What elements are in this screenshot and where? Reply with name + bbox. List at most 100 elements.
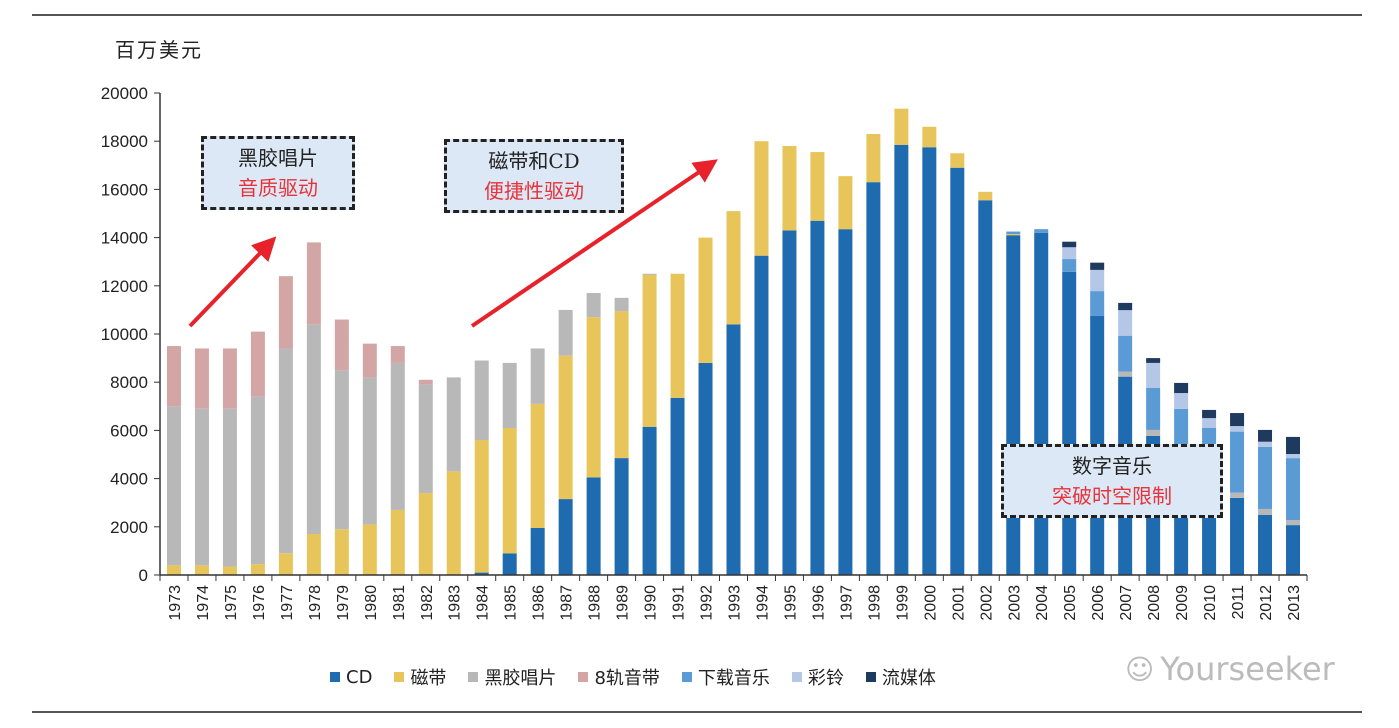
legend-swatch	[681, 672, 692, 682]
bar-segment	[1146, 362, 1161, 388]
legend-item: 彩铃	[791, 664, 844, 690]
bar-segment	[642, 274, 657, 427]
y-tick-label: 0	[139, 566, 148, 585]
x-tick-label: 1983	[447, 585, 464, 621]
legend-item: 8轨音带	[578, 664, 660, 690]
bar-segment	[558, 355, 573, 500]
x-tick-label: 1984	[475, 585, 492, 621]
x-tick-label: 2011	[1230, 585, 1247, 620]
bar-segment	[1006, 231, 1021, 234]
bar-segment	[1090, 269, 1105, 292]
bar-segment	[1230, 492, 1245, 498]
trend-arrow	[470, 159, 718, 328]
x-tick-label: 1996	[810, 585, 827, 621]
x-tick-label: 1980	[363, 585, 380, 621]
x-tick-label: 1991	[671, 585, 688, 621]
bar-segment	[754, 141, 769, 256]
legend-swatch	[865, 672, 876, 682]
bar-segment	[390, 362, 405, 510]
legend-label: CD	[346, 666, 373, 688]
bar-segment	[502, 427, 517, 554]
bar-segment	[278, 348, 293, 554]
y-tick-label: 10000	[101, 325, 148, 344]
bar-segment	[1230, 497, 1245, 575]
x-tick-label: 2002	[978, 585, 995, 621]
bar-segment	[362, 343, 377, 378]
bar-segment	[586, 317, 601, 478]
annotation-subtitle: 便捷性驱动	[484, 179, 584, 203]
bar-segment	[194, 348, 209, 409]
bar-segment	[1258, 508, 1273, 515]
bar-segment	[250, 564, 265, 575]
bar-segment	[838, 176, 853, 230]
x-tick-label: 1987	[559, 585, 576, 621]
bar-segment	[1062, 271, 1077, 575]
bar-segment	[586, 477, 601, 575]
annotation-cassette-cd: 磁带和CD 便捷性驱动	[444, 139, 624, 213]
bar-segment	[390, 509, 405, 575]
wechat-icon: ☺	[1125, 652, 1155, 686]
watermark: ☺ Yourseeker	[1125, 650, 1335, 688]
bar-segment	[1118, 310, 1133, 336]
x-tick-label: 2007	[1118, 585, 1135, 621]
y-tick-label: 6000	[110, 421, 148, 440]
bar-segment	[698, 362, 713, 575]
y-tick-label: 2000	[110, 518, 148, 537]
x-tick-label: 1975	[223, 585, 240, 621]
bar-segment	[166, 565, 181, 575]
bar-segment	[1258, 514, 1273, 575]
bar-segment	[670, 397, 685, 575]
x-tick-label: 1979	[335, 585, 352, 621]
annotation-title: 数字音乐	[1072, 454, 1152, 478]
x-tick-label: 2003	[1006, 585, 1023, 621]
bar-segment	[1118, 335, 1133, 372]
x-tick-label: 1988	[587, 585, 604, 621]
bar-segment	[1006, 233, 1021, 236]
bar-segment	[810, 220, 825, 576]
y-unit-label: 百万美元	[115, 38, 203, 62]
bar-segment	[446, 471, 461, 575]
annotation-subtitle: 突破时空限制	[1052, 484, 1172, 508]
bar-segment	[1286, 454, 1301, 459]
legend-item: CD	[330, 667, 372, 688]
legend-label: 流媒体	[881, 668, 936, 689]
x-tick-label: 1978	[307, 585, 324, 621]
x-tick-label: 1982	[419, 585, 436, 621]
bar-segment	[866, 133, 881, 183]
bar-segment	[166, 406, 181, 566]
bar-segment	[1286, 436, 1301, 455]
legend-label: 下载音乐	[697, 668, 770, 689]
bar-segment	[922, 147, 937, 575]
y-tick-label: 20000	[101, 84, 148, 103]
x-tick-label: 1995	[782, 585, 799, 621]
legend-swatch	[394, 672, 405, 682]
bar-segment	[194, 565, 209, 575]
bar-segment	[222, 348, 237, 409]
legend-item: 下载音乐	[681, 664, 770, 690]
bar-segment	[558, 309, 573, 356]
bar-segment	[726, 324, 741, 575]
bar-segment	[754, 255, 769, 576]
bar-segment	[1062, 241, 1077, 248]
bar-segment	[922, 126, 937, 148]
bar-segment	[502, 553, 517, 575]
bar-segment	[474, 572, 489, 575]
bar-segment	[222, 566, 237, 575]
bar-segment	[334, 370, 349, 530]
legend: CD 磁带 黑胶唱片 8轨音带 下载音乐 彩铃 流媒体	[330, 664, 936, 690]
annotation-title: 磁带和CD	[488, 149, 580, 173]
legend-label: 彩铃	[807, 668, 844, 689]
bar-segment	[1062, 247, 1077, 260]
x-tick-label: 2010	[1202, 585, 1219, 621]
bar-segment	[1146, 429, 1161, 436]
bar-segment	[1230, 413, 1245, 427]
bar-segment	[614, 458, 629, 575]
x-tick-label: 2012	[1258, 585, 1275, 621]
annotation-subtitle: 音质驱动	[238, 176, 318, 200]
bar-segment	[1006, 235, 1021, 575]
x-tick-label: 1985	[503, 585, 520, 621]
x-tick-label: 1997	[838, 585, 855, 621]
bar-segment	[1090, 291, 1105, 316]
x-tick-label: 1993	[727, 585, 744, 621]
